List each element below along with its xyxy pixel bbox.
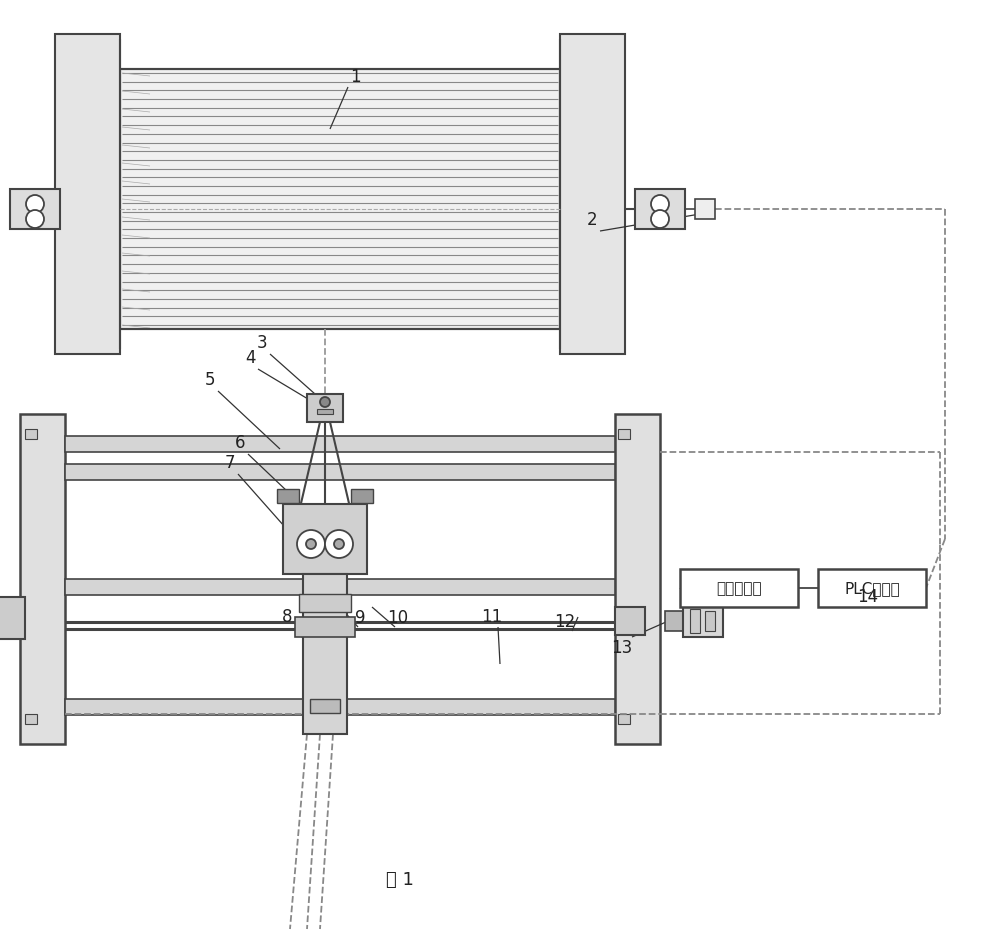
Bar xyxy=(299,594,351,612)
Bar xyxy=(690,609,700,633)
Text: 2: 2 xyxy=(587,210,597,228)
Text: 图 1: 图 1 xyxy=(386,870,414,888)
Text: 10: 10 xyxy=(387,608,409,626)
Text: 12: 12 xyxy=(554,612,576,630)
Bar xyxy=(680,569,798,607)
Bar xyxy=(560,35,625,355)
Bar xyxy=(665,611,683,631)
Bar xyxy=(65,465,615,481)
Circle shape xyxy=(297,530,325,559)
Bar xyxy=(0,597,25,640)
Text: 1: 1 xyxy=(350,68,360,86)
Text: 4: 4 xyxy=(245,348,255,367)
Bar xyxy=(277,489,299,504)
Circle shape xyxy=(651,196,669,214)
Text: 8: 8 xyxy=(282,607,292,625)
Bar xyxy=(65,437,615,452)
Bar xyxy=(818,569,926,607)
Bar xyxy=(310,700,340,713)
Text: 9: 9 xyxy=(355,608,365,626)
Text: 11: 11 xyxy=(481,607,503,625)
Text: 7: 7 xyxy=(225,453,235,471)
Circle shape xyxy=(325,530,353,559)
Text: 13: 13 xyxy=(611,639,633,656)
Bar xyxy=(25,714,37,724)
Bar xyxy=(683,605,723,637)
Bar xyxy=(25,429,37,440)
Bar xyxy=(618,714,630,724)
Bar xyxy=(65,700,615,715)
Circle shape xyxy=(26,196,44,214)
Bar xyxy=(283,505,367,574)
Text: 3: 3 xyxy=(257,333,267,351)
Bar xyxy=(705,611,715,631)
Bar xyxy=(295,617,355,637)
Circle shape xyxy=(651,210,669,228)
Bar xyxy=(65,580,615,595)
Bar xyxy=(303,574,347,734)
Text: 5: 5 xyxy=(205,370,215,388)
Text: PLC控制器: PLC控制器 xyxy=(844,581,900,596)
Bar xyxy=(317,409,333,414)
Text: 伺服控制器: 伺服控制器 xyxy=(716,581,762,596)
Bar xyxy=(20,414,65,744)
Circle shape xyxy=(26,210,44,228)
Text: 14: 14 xyxy=(857,587,879,605)
Bar xyxy=(695,200,715,220)
Bar xyxy=(618,429,630,440)
Circle shape xyxy=(334,540,344,549)
Bar xyxy=(615,607,645,635)
Bar xyxy=(635,189,685,229)
Bar xyxy=(615,414,660,744)
Text: 6: 6 xyxy=(235,433,245,451)
Bar xyxy=(10,189,60,229)
Bar xyxy=(120,69,560,329)
Bar xyxy=(55,35,120,355)
Bar xyxy=(351,489,373,504)
Circle shape xyxy=(320,398,330,407)
Bar xyxy=(307,394,343,423)
Circle shape xyxy=(306,540,316,549)
